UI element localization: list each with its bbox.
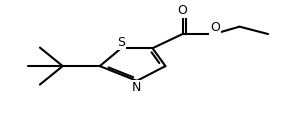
Text: O: O xyxy=(210,21,220,34)
Text: N: N xyxy=(132,81,142,93)
Text: S: S xyxy=(117,36,125,49)
Text: O: O xyxy=(178,4,187,17)
